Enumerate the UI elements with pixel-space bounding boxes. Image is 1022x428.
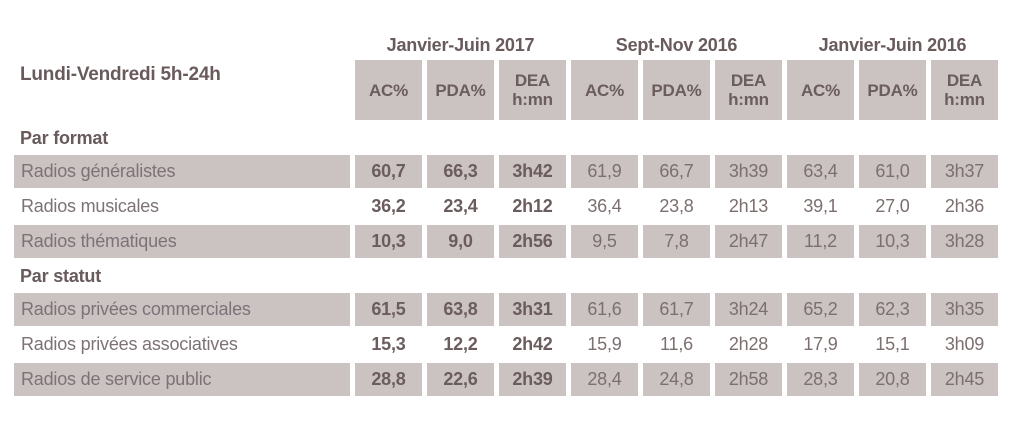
value-cell: 17,9: [803, 334, 838, 354]
value-cell: 9,0: [427, 225, 494, 258]
value-cell: 22,6: [427, 363, 494, 396]
value-cell: 61,6: [571, 293, 638, 326]
value-cell: 36,4: [587, 196, 622, 216]
col-header-pda-g1: PDA%: [427, 60, 494, 120]
value-cell: 3h39: [715, 155, 782, 188]
value-cell: 62,3: [859, 293, 926, 326]
col-header-dea-g2: DEA h:mn: [715, 60, 782, 120]
table-row-radios-privees-commerciales: Radios privées commerciales 61,5 63,8 3h…: [14, 293, 998, 326]
value-cell: 65,2: [787, 293, 854, 326]
value-cell: 11,6: [660, 334, 693, 354]
value-cell: 2h28: [728, 334, 769, 354]
col-header-text: h:mn: [944, 90, 985, 109]
table-header: Lundi-Vendredi 5h-24h Janvier-Juin 2017 …: [14, 30, 998, 120]
col-header-text: h:mn: [728, 90, 769, 109]
value-cell: 10,3: [859, 225, 926, 258]
value-cell: 12,2: [443, 334, 478, 354]
col-header-dea-g3: DEA h:mn: [931, 60, 998, 120]
col-header-ac-g2: AC%: [571, 60, 638, 120]
value-cell: 61,5: [355, 293, 422, 326]
value-cell: 23,8: [659, 196, 694, 216]
col-header-text: PDA%: [867, 80, 918, 100]
value-cell: 3h09: [944, 334, 985, 354]
value-cell: 27,0: [875, 196, 910, 216]
col-header-text: AC%: [584, 80, 625, 100]
value-cell: 2h42: [512, 334, 553, 354]
value-cell: 39,1: [803, 196, 838, 216]
value-cell: 11,2: [787, 225, 854, 258]
table-row-radios-musicales: Radios musicales 36,2 23,4 2h12 36,4 23,…: [14, 190, 998, 223]
value-cell: 20,8: [859, 363, 926, 396]
col-header-text: DEA: [514, 71, 551, 90]
value-cell: 61,0: [859, 155, 926, 188]
value-cell: 2h12: [512, 196, 553, 216]
value-cell: 28,8: [355, 363, 422, 396]
value-cell: 9,5: [571, 225, 638, 258]
row-label: Radios de service public: [14, 363, 350, 396]
col-header-pda-g2: PDA%: [643, 60, 710, 120]
value-cell: 15,9: [587, 334, 622, 354]
value-cell: 60,7: [355, 155, 422, 188]
row-label: Radios musicales: [21, 196, 159, 216]
row-label: Radios thématiques: [14, 225, 350, 258]
value-cell: 2h39: [499, 363, 566, 396]
value-cell: 61,9: [571, 155, 638, 188]
row-label: Radios privées associatives: [21, 334, 238, 354]
value-cell: 2h56: [499, 225, 566, 258]
value-cell: 3h37: [931, 155, 998, 188]
value-cell: 3h24: [715, 293, 782, 326]
value-cell: 66,7: [643, 155, 710, 188]
table-row-radios-thematiques: Radios thématiques 10,3 9,0 2h56 9,5 7,8…: [14, 225, 998, 258]
value-cell: 63,4: [787, 155, 854, 188]
col-header-text: PDA%: [651, 80, 702, 100]
value-cell: 15,1: [875, 334, 910, 354]
table-row-radios-generalistes: Radios généralistes 60,7 66,3 3h42 61,9 …: [14, 155, 998, 188]
col-header-ac-g3: AC%: [787, 60, 854, 120]
col-header-dea-g1: DEA h:mn: [499, 60, 566, 120]
value-cell: 66,3: [427, 155, 494, 188]
col-header-text: DEA: [946, 71, 983, 90]
col-header-ac-g1: AC%: [355, 60, 422, 120]
value-cell: 2h58: [715, 363, 782, 396]
value-cell: 7,8: [643, 225, 710, 258]
value-cell: 24,8: [643, 363, 710, 396]
value-cell: 3h35: [931, 293, 998, 326]
value-cell: 28,4: [571, 363, 638, 396]
table-row-radios-privees-associatives: Radios privées associatives 15,3 12,2 2h…: [14, 328, 998, 361]
radio-audience-table: Lundi-Vendredi 5h-24h Janvier-Juin 2017 …: [14, 30, 998, 396]
value-cell: 28,3: [787, 363, 854, 396]
value-cell: 3h28: [931, 225, 998, 258]
period-header-janvier-juin-2017: Janvier-Juin 2017: [386, 35, 535, 55]
table-title: Lundi-Vendredi 5h-24h: [20, 64, 221, 85]
col-header-text: PDA%: [435, 80, 486, 100]
value-cell: 3h31: [499, 293, 566, 326]
col-header-text: h:mn: [512, 90, 553, 109]
value-cell: 2h36: [944, 196, 985, 216]
value-cell: 3h42: [499, 155, 566, 188]
row-label: Radios privées commerciales: [14, 293, 350, 326]
value-cell: 36,2: [371, 196, 406, 216]
col-header-pda-g3: PDA%: [859, 60, 926, 120]
value-cell: 23,4: [443, 196, 478, 216]
value-cell: 2h47: [715, 225, 782, 258]
value-cell: 15,3: [371, 334, 406, 354]
table-row-radios-de-service-public: Radios de service public 28,8 22,6 2h39 …: [14, 363, 998, 396]
value-cell: 63,8: [427, 293, 494, 326]
section-title-par-statut: Par statut: [20, 265, 102, 286]
col-header-text: DEA: [730, 71, 767, 90]
period-header-sept-nov-2016: Sept-Nov 2016: [615, 35, 738, 55]
col-header-text: AC%: [368, 80, 409, 100]
section-title-par-format: Par format: [20, 127, 109, 148]
period-header-janvier-juin-2016: Janvier-Juin 2016: [818, 35, 967, 55]
value-cell: 61,7: [643, 293, 710, 326]
value-cell: 10,3: [355, 225, 422, 258]
row-label: Radios généralistes: [14, 155, 350, 188]
value-cell: 2h45: [931, 363, 998, 396]
col-header-text: AC%: [800, 80, 841, 100]
value-cell: 2h13: [728, 196, 769, 216]
